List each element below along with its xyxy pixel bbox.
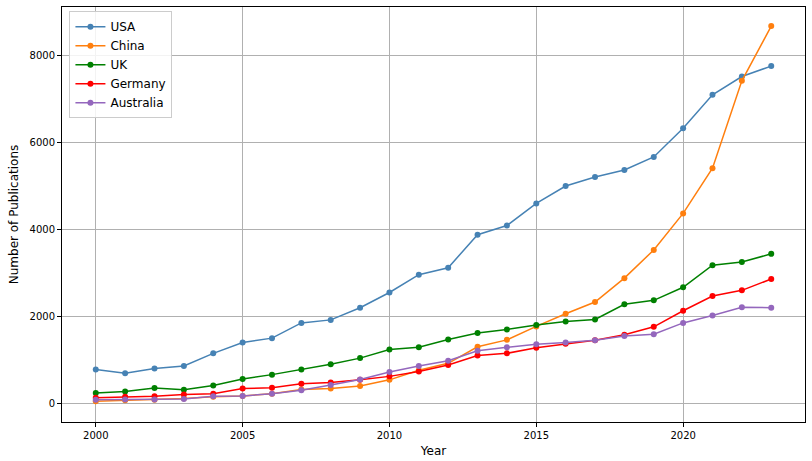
svg-text:Australia: Australia (110, 96, 163, 110)
svg-text:8000: 8000 (30, 50, 55, 61)
svg-text:2015: 2015 (524, 430, 549, 441)
svg-text:6000: 6000 (30, 137, 55, 148)
svg-text:0: 0 (49, 398, 55, 409)
svg-text:UK: UK (110, 58, 128, 72)
svg-text:4000: 4000 (30, 224, 55, 235)
svg-text:Germany: Germany (110, 77, 165, 91)
svg-text:Number of Publications: Number of Publications (7, 145, 21, 285)
svg-text:2010: 2010 (377, 430, 402, 441)
svg-text:USA: USA (110, 20, 136, 34)
svg-text:China: China (110, 39, 144, 53)
svg-text:2005: 2005 (230, 430, 255, 441)
svg-text:2000: 2000 (30, 311, 55, 322)
svg-text:Year: Year (420, 444, 446, 458)
svg-text:2000: 2000 (83, 430, 108, 441)
svg-text:2020: 2020 (670, 430, 695, 441)
